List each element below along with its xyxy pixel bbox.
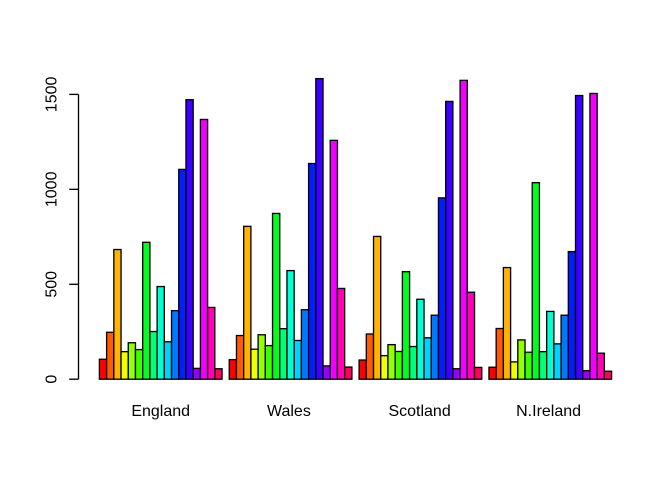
svg-text:500: 500 xyxy=(44,271,61,298)
svg-text:N.Ireland: N.Ireland xyxy=(516,403,581,420)
svg-text:Scotland: Scotland xyxy=(388,403,450,420)
svg-text:1500: 1500 xyxy=(44,77,61,113)
svg-text:England: England xyxy=(131,403,190,420)
svg-text:Wales: Wales xyxy=(267,403,311,420)
svg-text:1000: 1000 xyxy=(44,171,61,207)
svg-text:0: 0 xyxy=(44,375,61,384)
